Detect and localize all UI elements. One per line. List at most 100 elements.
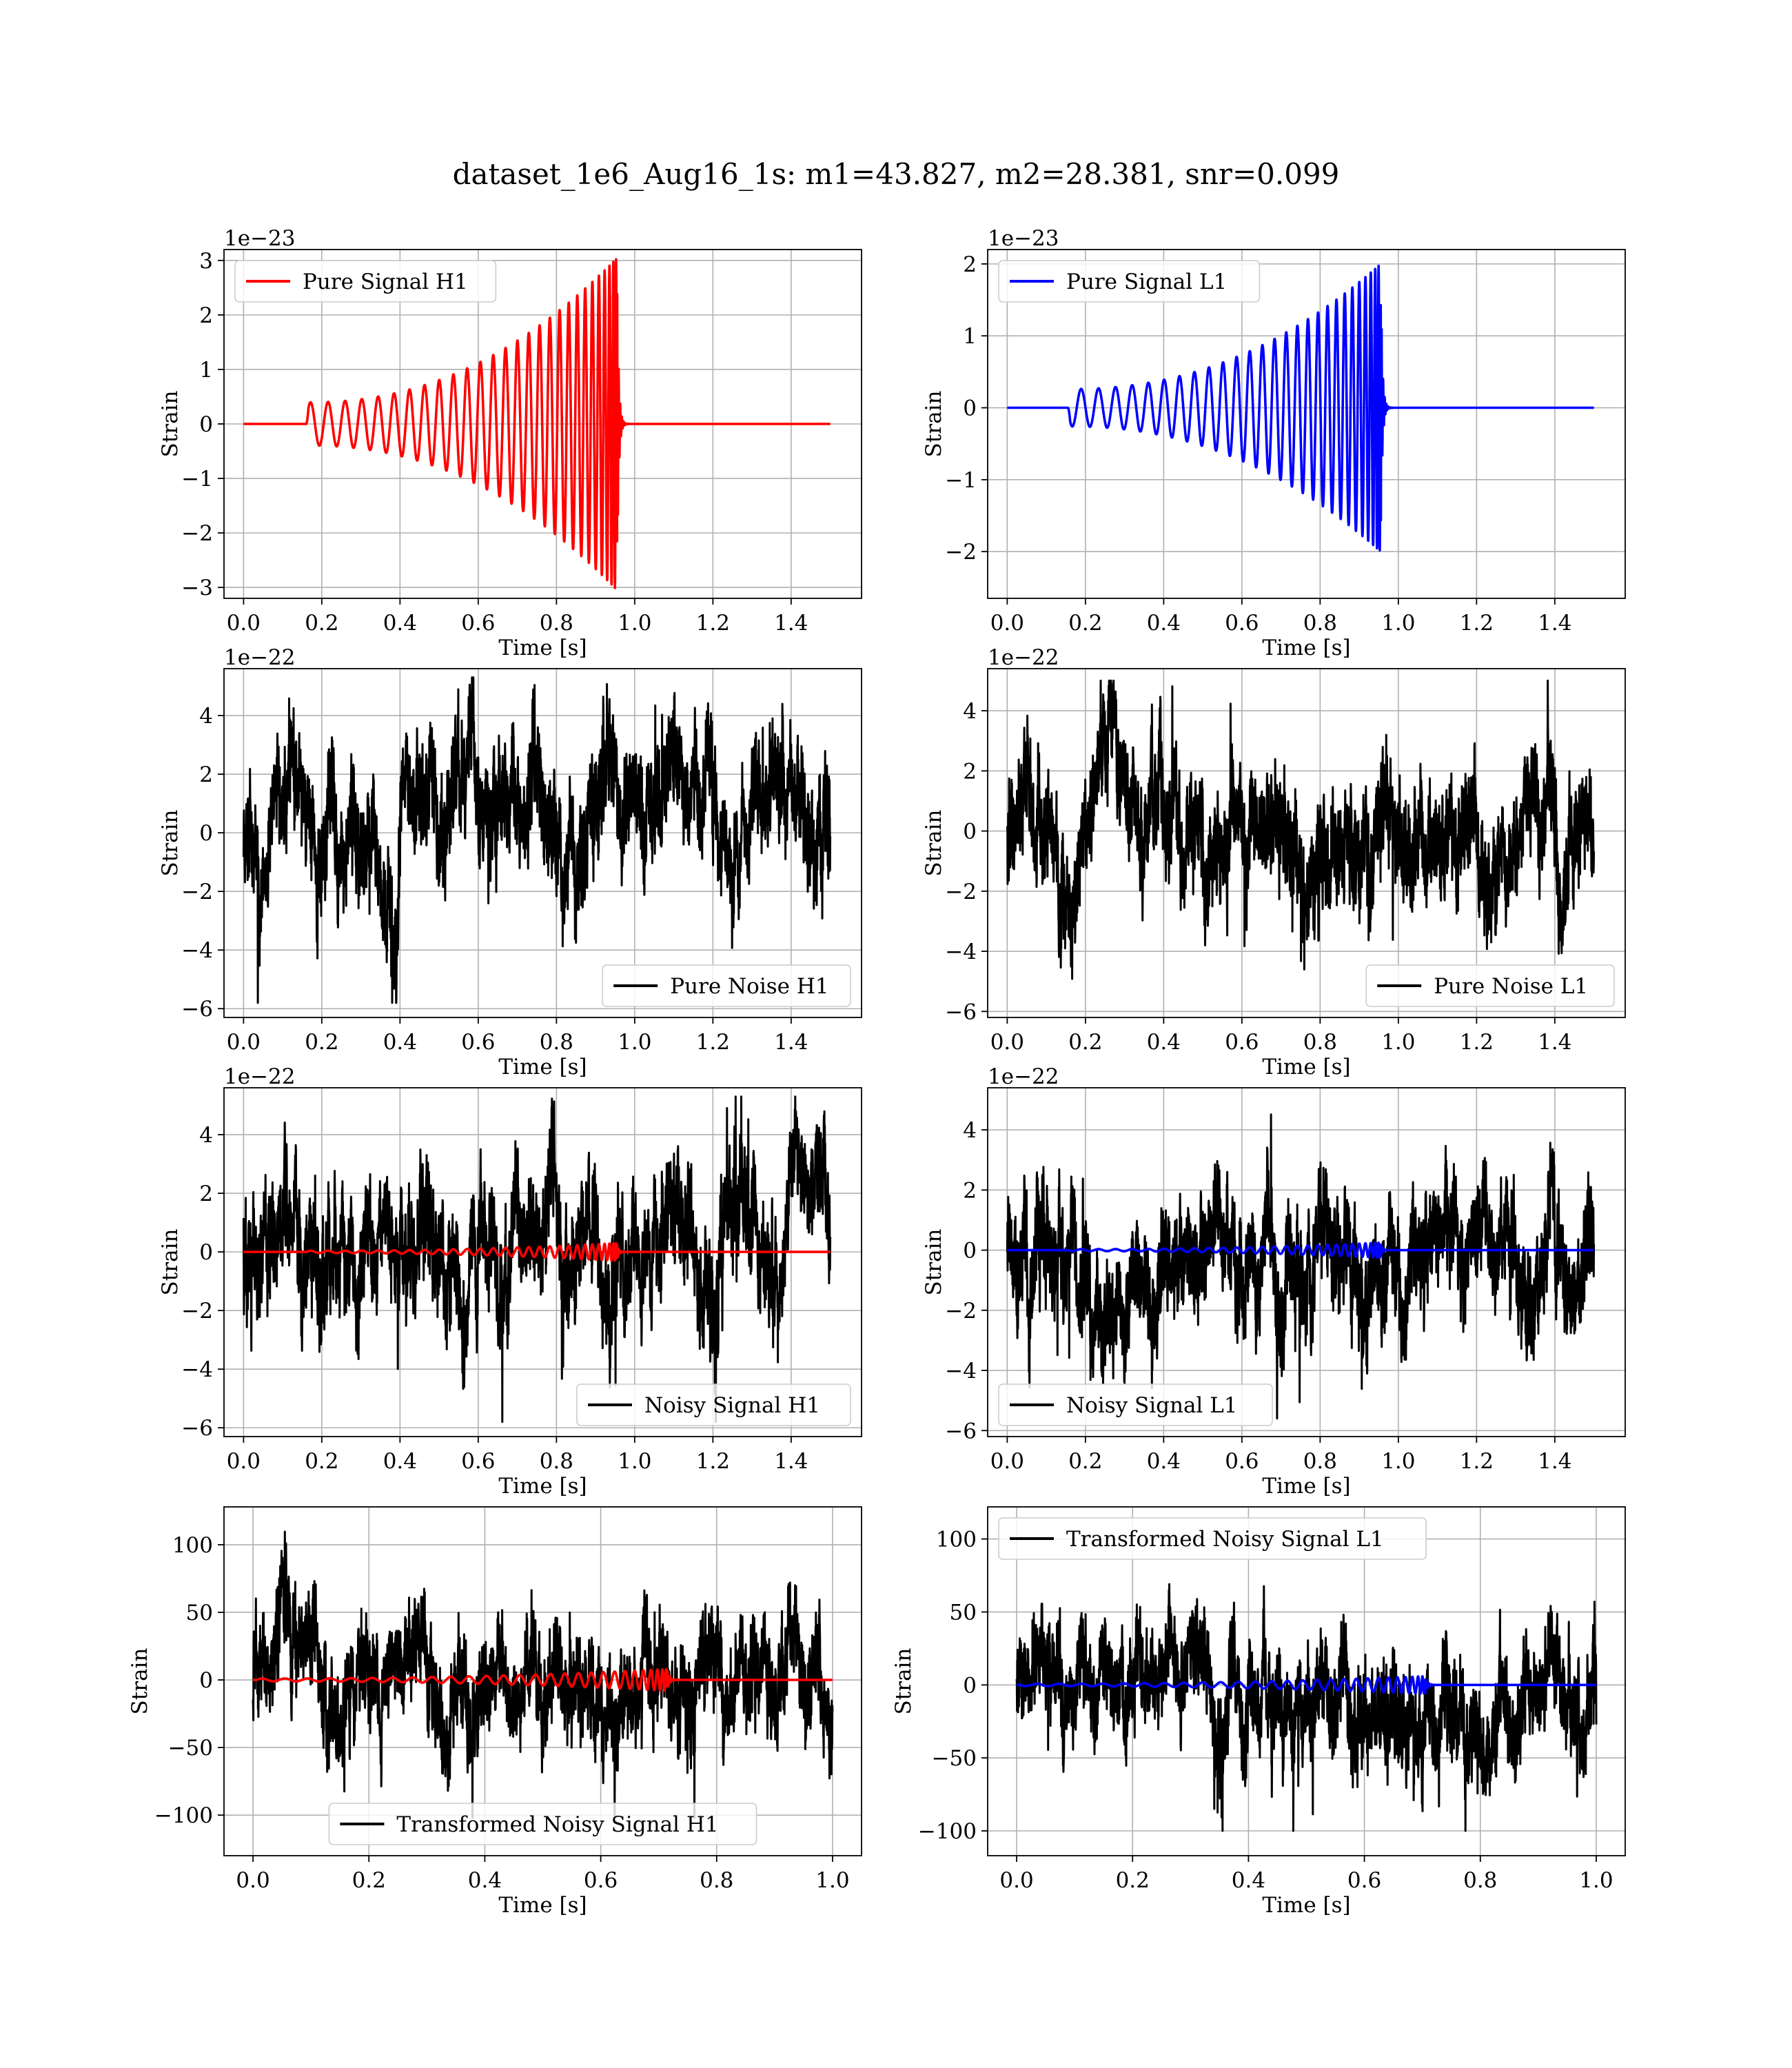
legend-box <box>328 1803 757 1845</box>
x-axis-label: Time [s] <box>498 1893 587 1918</box>
y-tick-label: −50 <box>168 1736 213 1761</box>
axes-frame <box>987 668 1626 1018</box>
subplot-noisy-signal-h1: 0.0 0.2 0.4 0.6 0.8 1.0 1.2 1.4 −6 −4 −2 0 2 4 Time [s… <box>158 1064 862 1499</box>
y-axis-label: Strain <box>922 1229 946 1296</box>
y-axis-label: Strain <box>128 1648 152 1715</box>
legend-label: Transformed Noisy Signal H1 <box>396 1812 718 1837</box>
y-tick-label: 0 <box>963 1673 977 1698</box>
x-tick-label: 0.6 <box>1347 1868 1381 1893</box>
x-tick-label: 0.4 <box>1147 1449 1181 1474</box>
y-tick-label: −2 <box>181 880 213 904</box>
legend-label: Pure Signal H1 <box>303 270 468 294</box>
x-axis-label: Time [s] <box>1262 1893 1350 1918</box>
y-tick-label: −100 <box>918 1819 977 1844</box>
legend: Pure Signal L1 <box>998 260 1261 303</box>
axes-frame <box>223 1506 862 1856</box>
x-tick-label: 0.0 <box>990 611 1024 636</box>
x-tick-label: 1.2 <box>696 1449 730 1474</box>
series-line <box>252 1530 834 1819</box>
y-tick-label: 2 <box>963 252 977 277</box>
y-tick-label: −1 <box>945 468 977 493</box>
x-tick-label: 0.2 <box>305 1449 338 1474</box>
y-tick-label: 2 <box>199 303 213 328</box>
x-tick-label: 0.6 <box>1225 611 1259 636</box>
legend-box <box>602 964 851 1007</box>
y-tick-label: 50 <box>950 1600 977 1625</box>
y-tick-label: −2 <box>945 1299 977 1324</box>
y-tick-label: −2 <box>945 540 977 565</box>
legend: Pure Noise H1 <box>602 964 851 1007</box>
x-tick-label: 0.8 <box>1303 1449 1337 1474</box>
legend: Transformed Noisy Signal H1 <box>328 1803 757 1845</box>
x-tick-label: 0.4 <box>383 1449 417 1474</box>
axes-frame <box>987 1087 1626 1437</box>
legend: Noisy Signal H1 <box>576 1383 851 1426</box>
series-line <box>242 1241 832 1262</box>
x-tick-label: 0.0 <box>227 1030 261 1055</box>
x-tick-label: 0.0 <box>999 1868 1033 1893</box>
x-axis-label: Time [s] <box>498 1474 587 1499</box>
subplot-pure-signal-h1: 0.0 0.2 0.4 0.6 0.8 1.0 1.2 1.4 −3 −2 −1 0 1 2 3 Time [… <box>158 226 862 660</box>
y-tick-label: −1 <box>181 467 213 491</box>
offset-text: 1e−23 <box>224 226 296 251</box>
y-tick-label: −100 <box>154 1803 213 1828</box>
y-tick-label: 0 <box>199 1668 213 1693</box>
legend: Pure Signal H1 <box>234 260 497 303</box>
x-tick-label: 0.2 <box>1068 1030 1102 1055</box>
y-tick-label: 0 <box>199 821 213 846</box>
y-tick-label: 0 <box>199 1240 213 1265</box>
legend: Pure Noise L1 <box>1365 964 1615 1007</box>
x-tick-label: 0.0 <box>990 1030 1024 1055</box>
x-tick-label: 0.0 <box>227 611 261 636</box>
subplot-noisy-signal-l1: 0.0 0.2 0.4 0.6 0.8 1.0 1.2 1.4 −6 −4 −2 0 2 4 Time [s… <box>922 1064 1626 1499</box>
y-axis-label: Strain <box>922 391 946 458</box>
x-tick-label: 1.4 <box>1538 1449 1571 1474</box>
series-line <box>242 1095 832 1423</box>
x-axis-label: Time [s] <box>1262 636 1350 660</box>
x-tick-label: 0.2 <box>1068 1449 1102 1474</box>
series-line <box>242 676 832 1004</box>
y-tick-label: 0 <box>199 412 213 437</box>
legend-box <box>998 1517 1427 1560</box>
x-tick-label: 0.8 <box>1303 1030 1337 1055</box>
x-tick-label: 0.2 <box>305 611 338 636</box>
x-tick-label: 0.4 <box>383 611 417 636</box>
x-tick-label: 0.6 <box>461 611 495 636</box>
subplot-pure-noise-h1: 0.0 0.2 0.4 0.6 0.8 1.0 1.2 1.4 −6 −4 −2 0 2 4 Time [s… <box>158 645 862 1079</box>
x-axis-label: Time [s] <box>1262 1474 1350 1499</box>
x-tick-label: 1.4 <box>1538 611 1571 636</box>
y-tick-label: 2 <box>963 1178 977 1203</box>
x-tick-label: 0.0 <box>236 1868 269 1893</box>
series-line <box>1006 1241 1596 1259</box>
x-tick-label: 1.0 <box>618 1449 651 1474</box>
x-tick-label: 0.6 <box>461 1030 495 1055</box>
x-tick-label: 0.4 <box>1147 611 1181 636</box>
legend: Noisy Signal L1 <box>998 1383 1273 1426</box>
x-tick-label: 0.2 <box>1116 1868 1150 1893</box>
y-tick-label: 4 <box>199 704 213 729</box>
x-tick-label: 0.4 <box>1147 1030 1181 1055</box>
legend-label: Transformed Noisy Signal L1 <box>1066 1527 1384 1552</box>
x-tick-label: 0.6 <box>461 1449 495 1474</box>
subplot-transformed-h1: 0.0 0.2 0.4 0.6 0.8 1.0 −100 −50 0 50 100 Time [s] S… <box>128 1506 862 1918</box>
x-tick-label: 1.0 <box>815 1868 849 1893</box>
x-tick-label: 0.6 <box>584 1868 618 1893</box>
x-tick-label: 0.6 <box>1225 1449 1259 1474</box>
offset-text: 1e−22 <box>988 645 1059 670</box>
x-tick-label: 1.4 <box>774 1030 808 1055</box>
y-axis-label: Strain <box>158 810 183 877</box>
x-tick-label: 0.4 <box>383 1030 417 1055</box>
y-tick-label: 50 <box>186 1601 213 1625</box>
x-tick-label: 1.0 <box>618 611 651 636</box>
x-tick-label: 1.2 <box>1460 1030 1494 1055</box>
x-tick-label: 0.0 <box>990 1449 1024 1474</box>
x-tick-label: 1.0 <box>1381 1449 1415 1474</box>
y-tick-label: 1 <box>199 358 213 383</box>
y-axis-label: Strain <box>922 810 946 877</box>
x-tick-label: 1.0 <box>618 1030 651 1055</box>
y-tick-label: 3 <box>199 249 213 274</box>
legend-label: Pure Signal L1 <box>1066 270 1227 294</box>
axes-frame <box>987 249 1626 599</box>
series-line <box>1015 1675 1598 1695</box>
